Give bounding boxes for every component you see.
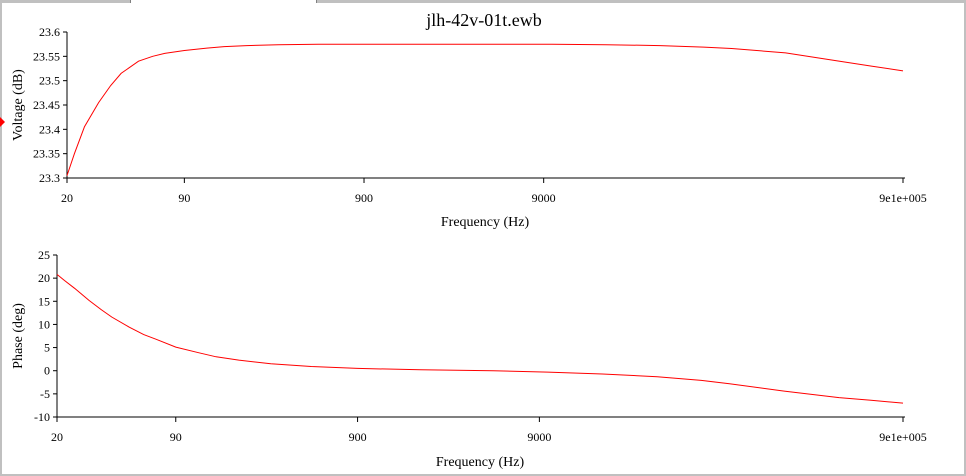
phase-y-axis-label: Phase (deg) [11,303,26,369]
voltage-y-tick-label: 23.45 [33,98,60,112]
phase-y-tick-label: 25 [38,248,50,262]
voltage-y-tick-label: 23.6 [39,25,60,39]
phase-y-tick-label: 15 [38,294,50,308]
voltage-y-tick-label: 23.3 [39,171,60,185]
phase-x-tick-label: 9e1e+005 [879,430,926,444]
voltage-y-tick-label: 23.4 [39,122,60,136]
selection-marker-icon [0,117,5,127]
phase-y-tick-label: 0 [44,364,50,378]
phase-y-tick-label: 20 [38,271,50,285]
voltage-y-axis-label: Voltage (dB) [11,69,26,141]
phase-x-tick-label: 900 [349,430,367,444]
window-top-strip [0,0,966,3]
phase-y-tick-label: 5 [44,341,50,355]
voltage-y-tick-label: 23.5 [39,74,60,88]
voltage-x-tick-label: 90 [178,191,190,205]
phase-y-tick-label: -10 [34,410,50,424]
top-tab [130,0,317,3]
voltage-x-tick-label: 900 [355,191,373,205]
phase-y-tick-label: -5 [40,387,50,401]
voltage-series-line [66,43,904,176]
voltage-x-tick-label: 20 [61,191,73,205]
phase-x-tick-label: 90 [170,430,182,444]
voltage-x-tick-label: 9e1e+005 [879,191,926,205]
voltage-y-tick-label: 23.35 [33,147,60,161]
voltage-x-tick-label: 9000 [532,191,556,205]
phase-y-tick-label: 10 [38,317,50,331]
phase-x-axis-label: Frequency (Hz) [436,455,525,470]
voltage-x-axis-label: Frequency (Hz) [441,215,530,230]
phase-series-line [56,274,904,404]
phase-x-tick-label: 20 [51,430,63,444]
phase-x-tick-label: 9000 [527,430,551,444]
voltage-y-tick-label: 23.55 [33,49,60,63]
chart-title: jlh-42v-01t.ewb [425,10,541,30]
